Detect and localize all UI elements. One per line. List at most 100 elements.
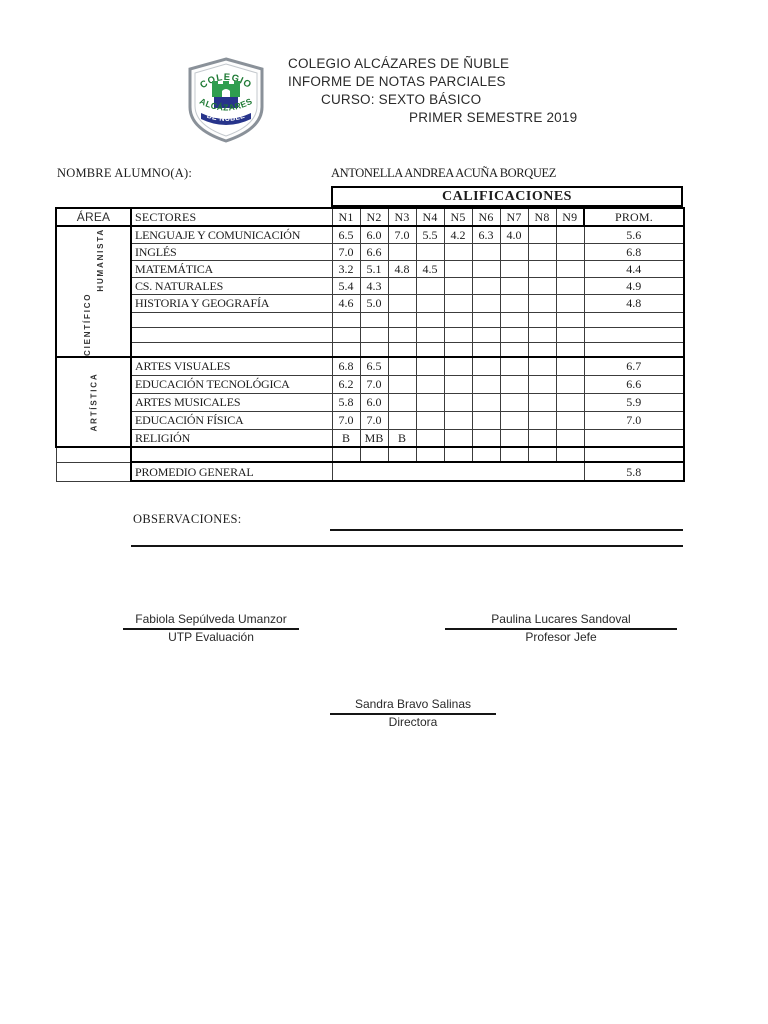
grade-cell <box>443 374 473 394</box>
grade-cell <box>527 242 557 261</box>
grade-cell <box>471 341 501 358</box>
grade-cell <box>387 446 417 463</box>
grade-cell <box>471 276 501 295</box>
grade-cell <box>527 311 557 328</box>
area-label-cientifico-humanista: CIENTÍFICO HUMANISTA <box>55 225 132 358</box>
prom-cell: 4.4 <box>583 259 685 278</box>
grade-cell <box>471 356 501 376</box>
column-header: N3 <box>387 207 417 227</box>
report-title: INFORME DE NOTAS PARCIALES <box>288 74 506 89</box>
grade-cell <box>499 276 529 295</box>
grade-cell <box>499 242 529 261</box>
prom-cell <box>583 311 685 328</box>
grade-cell <box>471 259 501 278</box>
grade-cell <box>471 374 501 394</box>
signature-name: Paulina Lucares Sandoval <box>491 612 631 626</box>
student-name-value: ANTONELLA ANDREA ACUÑA BORQUEZ <box>331 166 556 180</box>
grade-cell <box>415 392 445 412</box>
grade-cell: 6.5 <box>331 225 361 244</box>
grade-cell <box>527 293 557 313</box>
grade-cell <box>555 392 585 412</box>
grade-cell <box>359 446 389 463</box>
grade-cell: 6.3 <box>471 225 501 244</box>
grade-cell <box>499 293 529 313</box>
grade-cell <box>387 311 417 328</box>
grade-cell <box>555 374 585 394</box>
grade-cell <box>499 356 529 376</box>
grade-cell: 6.6 <box>359 242 389 261</box>
grade-cell <box>555 311 585 328</box>
grade-cell <box>555 410 585 430</box>
grade-cell <box>499 341 529 358</box>
grade-cell: 6.0 <box>359 392 389 412</box>
grade-cell <box>415 276 445 295</box>
signature-line <box>445 628 677 630</box>
grade-cell <box>527 446 557 463</box>
grade-cell <box>499 326 529 343</box>
grade-cell <box>443 259 473 278</box>
grade-cell <box>359 326 389 343</box>
grade-cell <box>359 341 389 358</box>
sector-label: RELIGIÓN <box>130 428 333 448</box>
signature-role: UTP Evaluación <box>168 630 254 644</box>
grade-cell <box>387 276 417 295</box>
sector-label <box>130 311 333 328</box>
table-row: ARTÍSTICA ARTES VISUALES 6.8 6.5 6.7 <box>55 356 685 448</box>
grade-cell <box>527 225 557 244</box>
grade-cell <box>499 392 529 412</box>
grade-cell <box>527 326 557 343</box>
grade-cell: 6.5 <box>359 356 389 376</box>
signature-utp: Fabiola Sepúlveda Umanzor UTP Evaluación <box>123 612 299 645</box>
grade-cell <box>443 293 473 313</box>
table-row: PROMEDIO GENERAL 5.8 <box>55 461 685 482</box>
table-row: INGLÉS 7.0 6.6 6.8 <box>56 242 685 261</box>
grade-cell <box>499 374 529 394</box>
grade-cell: 6.0 <box>359 225 389 244</box>
grade-cell <box>443 410 473 430</box>
grades-table: ÁREA SECTORES N1 N2 N3 N4 N5 N6 N7 N8 N9 PROM. CIENT… <box>55 207 685 482</box>
grade-cell: 6.8 <box>331 356 361 376</box>
table-row: CS. NATURALES 5.4 4.3 4.9 <box>56 276 685 295</box>
grade-cell <box>331 326 361 343</box>
column-header: N2 <box>359 207 389 227</box>
table-row <box>56 341 685 358</box>
column-header: N9 <box>555 207 585 227</box>
grade-cell <box>443 326 473 343</box>
grade-cell: 5.5 <box>415 225 445 244</box>
grade-cell <box>415 374 445 394</box>
promedio-merged-cell <box>331 461 585 482</box>
grade-cell: MB <box>359 428 389 448</box>
grade-cell <box>387 326 417 343</box>
observations-label: OBSERVACIONES: <box>133 512 242 526</box>
grade-cell <box>387 341 417 358</box>
prom-cell: 6.7 <box>583 356 685 376</box>
school-logo-icon: COLEGIO ALCÁZARES DE ÑUBLE <box>188 57 264 143</box>
column-header: N4 <box>415 207 445 227</box>
grade-cell <box>527 374 557 394</box>
prom-cell <box>583 446 685 463</box>
grade-cell <box>499 410 529 430</box>
grade-cell: B <box>331 428 361 448</box>
table-row: EDUCACIÓN TECNOLÓGICA 6.2 7.0 6.6 <box>56 374 685 394</box>
grade-cell: 7.0 <box>387 225 417 244</box>
grade-cell <box>527 356 557 376</box>
observations-line-2 <box>131 545 683 547</box>
sector-label <box>130 446 333 463</box>
grade-cell <box>443 311 473 328</box>
prom-cell: 7.0 <box>583 410 685 430</box>
grade-cell: 4.6 <box>331 293 361 313</box>
grade-cell <box>471 293 501 313</box>
grade-cell: 7.0 <box>331 242 361 261</box>
grade-cell <box>471 410 501 430</box>
grade-cell <box>387 374 417 394</box>
table-row: ÁREA SECTORES N1 N2 N3 N4 N5 N6 N7 N8 N9 PROM. <box>55 207 685 227</box>
grade-cell <box>555 341 585 358</box>
grade-cell <box>415 293 445 313</box>
promedio-general-label: PROMEDIO GENERAL <box>130 461 333 482</box>
column-header: N5 <box>443 207 473 227</box>
prom-cell: 4.8 <box>583 293 685 313</box>
sector-label: INGLÉS <box>130 242 333 261</box>
grade-cell <box>443 341 473 358</box>
sector-label: EDUCACIÓN FÍSICA <box>130 410 333 430</box>
grade-cell <box>415 356 445 376</box>
